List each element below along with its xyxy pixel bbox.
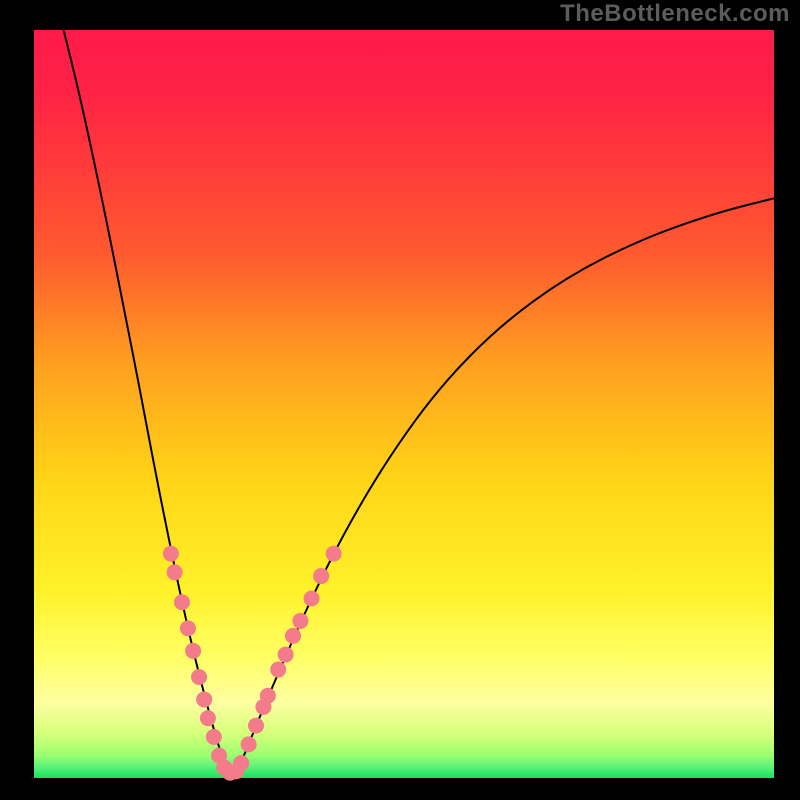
marker-point — [278, 647, 294, 663]
marker-point — [200, 710, 216, 726]
marker-point — [270, 662, 286, 678]
marker-point — [206, 729, 222, 745]
marker-point — [163, 546, 179, 562]
plot-background — [34, 30, 774, 778]
marker-point — [304, 590, 320, 606]
marker-point — [313, 568, 329, 584]
marker-point — [174, 594, 190, 610]
marker-point — [285, 628, 301, 644]
marker-point — [248, 718, 264, 734]
marker-point — [241, 736, 257, 752]
marker-point — [233, 755, 249, 771]
marker-point — [260, 688, 276, 704]
marker-point — [191, 669, 207, 685]
watermark-text: TheBottleneck.com — [560, 0, 790, 28]
bottleneck-chart — [0, 0, 800, 800]
marker-point — [196, 691, 212, 707]
marker-point — [326, 546, 342, 562]
marker-point — [180, 620, 196, 636]
marker-point — [292, 613, 308, 629]
marker-point — [185, 643, 201, 659]
chart-container: TheBottleneck.com — [0, 0, 800, 800]
marker-point — [167, 564, 183, 580]
